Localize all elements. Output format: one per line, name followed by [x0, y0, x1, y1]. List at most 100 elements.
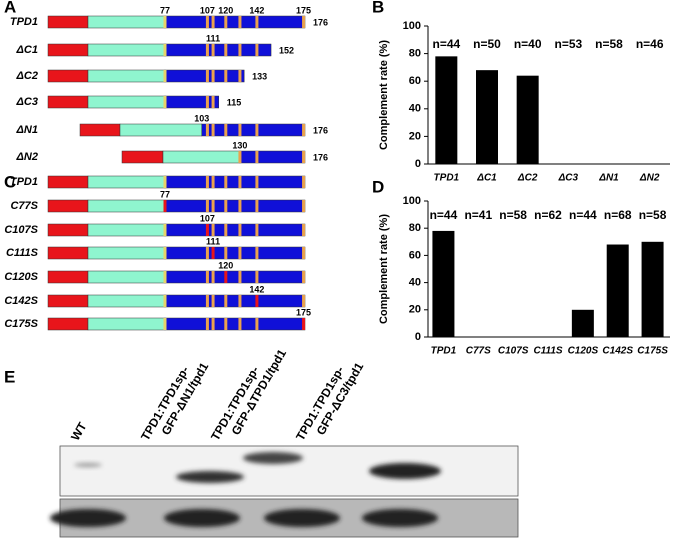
- x-tick-label: TPD1: [434, 173, 460, 184]
- cysteine: [205, 96, 209, 108]
- y-tick-label: 40: [409, 277, 421, 289]
- cysteine: [211, 295, 215, 307]
- band: [74, 463, 102, 467]
- cysteine: [224, 224, 228, 236]
- row-label: C175S: [4, 318, 38, 330]
- domain: [164, 199, 306, 213]
- domain: [164, 270, 306, 284]
- cysteine: [255, 247, 259, 259]
- cysteine: [302, 295, 306, 307]
- domain: [164, 294, 306, 308]
- position-label: 107: [200, 213, 215, 223]
- signal-peptide: [79, 123, 121, 137]
- cysteine: [238, 318, 242, 330]
- annotation: n=58: [639, 208, 667, 222]
- cysteine: [205, 295, 209, 307]
- cysteine: [163, 224, 167, 236]
- x-tick-label: ΔC1: [476, 173, 497, 184]
- band: [264, 509, 340, 527]
- x-tick-label: TPD1: [431, 346, 457, 357]
- annotation: n=44: [430, 208, 458, 222]
- lane-label: TPD1:TPD1sp-GFP-ΔC3/tpd1: [293, 352, 366, 450]
- annotation: n=44: [432, 37, 460, 51]
- y-tick-label: 60: [409, 75, 421, 87]
- cysteine: [205, 271, 209, 283]
- cysteine: [238, 271, 242, 283]
- end-label: 152: [279, 45, 294, 55]
- cysteine: [205, 44, 209, 56]
- band: [50, 509, 126, 527]
- domain: [164, 69, 245, 83]
- annotation: n=50: [473, 37, 501, 51]
- cysteine: [205, 224, 209, 236]
- domain: [87, 15, 166, 29]
- annotation: n=62: [534, 208, 562, 222]
- row-label: ΔN2: [16, 151, 38, 163]
- domain: [87, 294, 166, 308]
- y-tick-label: 100: [403, 20, 421, 32]
- cysteine: [255, 295, 259, 307]
- cysteine: [163, 70, 167, 82]
- position-label: 142: [249, 284, 264, 294]
- position-label: 120: [218, 5, 233, 15]
- cysteine: [255, 200, 259, 212]
- cysteine: [211, 247, 215, 259]
- end-label: 115: [227, 97, 242, 107]
- row-label: C111S: [6, 247, 39, 259]
- cysteine: [211, 271, 215, 283]
- cysteine: [205, 200, 209, 212]
- band: [176, 471, 244, 483]
- domain: [87, 175, 166, 189]
- cysteine: [163, 176, 167, 188]
- domain: [87, 43, 166, 57]
- position-label: 103: [194, 113, 209, 123]
- band: [369, 463, 441, 479]
- signal-peptide: [47, 199, 89, 213]
- domain: [164, 246, 306, 260]
- annotation: n=58: [595, 37, 623, 51]
- signal-peptide: [47, 15, 89, 29]
- cysteine: [238, 176, 242, 188]
- panel-label: C: [4, 172, 16, 191]
- signal-peptide: [47, 95, 89, 109]
- position-label: 120: [218, 260, 233, 270]
- cysteine: [302, 16, 306, 28]
- panel-label: A: [4, 0, 16, 16]
- position-label: 111: [206, 33, 220, 43]
- y-axis-title: Complement rate (%): [378, 214, 390, 324]
- annotation: n=41: [464, 208, 492, 222]
- domain: [164, 223, 306, 237]
- cysteine: [211, 70, 215, 82]
- position-label: 130: [232, 140, 247, 150]
- cysteine: [238, 70, 242, 82]
- cysteine: [224, 200, 228, 212]
- cysteine: [211, 200, 215, 212]
- annotation: n=40: [514, 37, 542, 51]
- domain: [119, 123, 203, 137]
- cysteine: [302, 271, 306, 283]
- y-tick-label: 20: [409, 304, 421, 316]
- annotation: n=44: [569, 208, 597, 222]
- cysteine: [302, 124, 306, 136]
- cysteine: [255, 124, 259, 136]
- row-label: ΔC1: [16, 44, 38, 56]
- lane-label: TPD1:TPD1sp-GFP-ΔN1/tpd1: [138, 352, 211, 450]
- x-tick-label: C107S: [498, 346, 529, 357]
- domain: [164, 95, 219, 109]
- cysteine: [302, 200, 306, 212]
- row-label: TPD1: [10, 16, 38, 28]
- cysteine: [255, 44, 259, 56]
- cysteine: [205, 318, 209, 330]
- cysteine: [255, 318, 259, 330]
- cysteine: [163, 96, 167, 108]
- cysteine: [224, 271, 228, 283]
- row-label: ΔC3: [16, 96, 38, 108]
- cysteine: [163, 271, 167, 283]
- cysteine: [224, 295, 228, 307]
- position-label: 111: [206, 236, 220, 246]
- cysteine: [205, 247, 209, 259]
- x-tick-label: C77S: [466, 346, 491, 357]
- lane-label: WT: [68, 419, 90, 443]
- bar: [432, 230, 455, 337]
- row-label: ΔC2: [16, 70, 38, 82]
